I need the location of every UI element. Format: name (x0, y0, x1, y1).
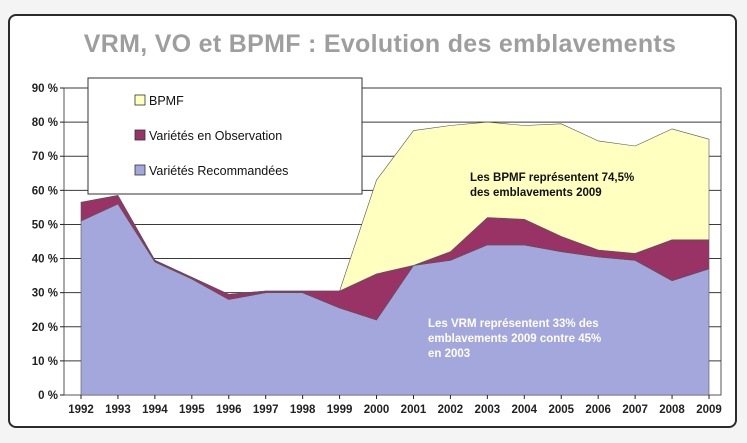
annotations: Les BPMF représentent 74,5% des emblaveme… (428, 172, 634, 360)
x-tick-label: 2002 (438, 404, 464, 416)
x-tick-label: 1998 (290, 404, 316, 416)
x-tick-label: 1996 (216, 404, 242, 416)
x-tick-label: 2009 (696, 404, 722, 416)
legend-box (87, 77, 363, 195)
x-tick-label: 2000 (364, 404, 390, 416)
legend-label: BPMF (149, 94, 184, 108)
x-tick-label: 2008 (659, 404, 685, 416)
y-tick-label: 60 % (32, 185, 58, 197)
y-tick-label: 70 % (32, 151, 58, 163)
legend-label: Variétés Recommandées (149, 164, 288, 178)
x-tick-label: 1993 (105, 404, 131, 416)
x-tick-label: 2007 (622, 404, 648, 416)
chart-title: VRM, VO et BPMF : Evolution des emblavem… (83, 30, 677, 58)
annotation-line: Les VRM représentent 33% des (428, 318, 599, 330)
y-tick-label: 90 % (32, 83, 58, 95)
annotation-line: en 2003 (428, 348, 470, 360)
annotation-line: Les BPMF représentent 74,5% (470, 172, 634, 184)
legend-label: Variétés en Observation (149, 129, 282, 143)
x-tick-label: 1999 (327, 404, 353, 416)
y-tick-label: 20 % (32, 322, 58, 334)
x-tick-label: 1994 (142, 404, 168, 416)
area-bpmf (80, 121, 710, 295)
x-tick-label: 2005 (548, 404, 574, 416)
x-tick-label: 2004 (511, 404, 537, 416)
y-tick-label: 40 % (32, 254, 58, 266)
legend: BPMF Variétés en Observation Variétés Reco… (87, 77, 363, 195)
x-tick-label: 1992 (68, 404, 94, 416)
annotation-line: emblavements 2009 contre 45% (428, 333, 601, 345)
y-tick-label: 0 % (38, 390, 58, 402)
legend-swatch (134, 129, 146, 141)
x-tick-label: 2003 (475, 404, 501, 416)
x-tick-label: 1997 (253, 404, 279, 416)
y-tick-label: 30 % (32, 288, 58, 300)
x-tick-label: 1995 (179, 404, 205, 416)
legend-swatch (134, 164, 146, 176)
x-tick-label: 2001 (401, 404, 427, 416)
axes: 0 % 10 % 20 % 30 % 40 % 50 % 60 % 70 % 80 % 90 % 1… (32, 83, 722, 416)
annotation-line: des emblavements 2009 (470, 187, 602, 199)
x-tick-label: 2006 (585, 404, 611, 416)
legend-swatch (134, 94, 146, 106)
y-tick-label: 10 % (32, 356, 58, 368)
y-tick-label: 80 % (32, 117, 58, 129)
y-tick-label: 50 % (32, 219, 58, 231)
